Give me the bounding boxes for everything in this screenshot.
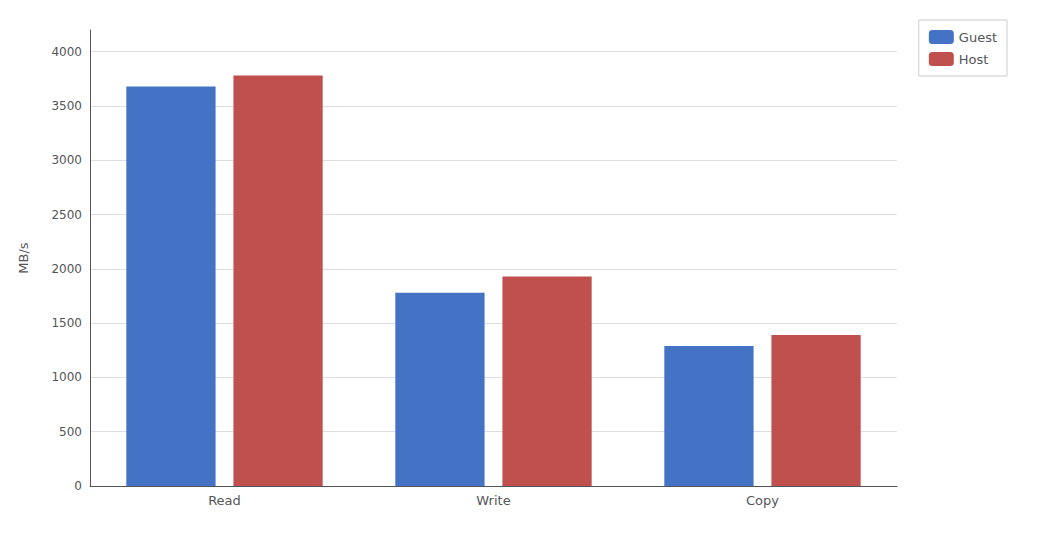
svg-text:2500: 2500 (51, 208, 82, 222)
svg-text:MB/s: MB/s (16, 242, 31, 274)
svg-text:Read: Read (208, 493, 241, 508)
svg-text:1000: 1000 (51, 370, 82, 384)
svg-text:Copy: Copy (746, 493, 779, 508)
svg-text:500: 500 (59, 425, 82, 439)
svg-text:Write: Write (476, 493, 510, 508)
svg-text:Host: Host (959, 52, 989, 67)
svg-text:3500: 3500 (51, 99, 82, 113)
svg-text:Guest: Guest (959, 30, 997, 45)
svg-text:2000: 2000 (51, 262, 82, 276)
svg-text:3000: 3000 (51, 153, 82, 167)
svg-text:4000: 4000 (51, 45, 82, 59)
svg-text:1500: 1500 (51, 316, 82, 330)
svg-text:0: 0 (74, 479, 82, 493)
